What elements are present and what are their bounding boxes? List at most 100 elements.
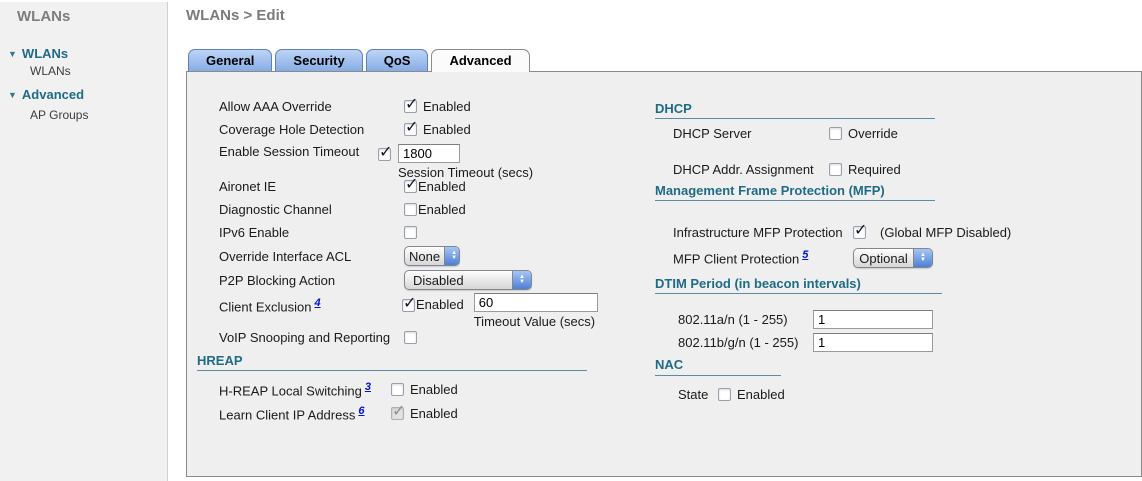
stepper-arrows-icon: ▲ ▼: [444, 247, 459, 265]
checkbox-label: Enabled: [418, 202, 466, 217]
tab-security[interactable]: Security: [275, 49, 363, 71]
infrastructure-mfp-checkbox[interactable]: [853, 220, 867, 240]
row-mfp-client-protection: MFP Client Protection 5 Optional ▲ ▼: [673, 248, 933, 268]
row-dhcp-server: DHCP Server Override: [673, 126, 898, 141]
checkbox-label: Enabled: [410, 382, 458, 398]
checkbox-label: Override: [848, 126, 898, 141]
client-exclusion-checkbox[interactable]: [402, 293, 416, 313]
stepper-arrows-icon: ▲ ▼: [512, 271, 531, 289]
exclusion-timeout-hint: Timeout Value (secs): [473, 314, 596, 329]
tab-general[interactable]: General: [188, 49, 273, 71]
dhcp-addr-required-checkbox[interactable]: [829, 163, 842, 176]
dtim-80211bg-input[interactable]: [813, 333, 933, 352]
advanced-tab-panel: Allow AAA Override Enabled Coverage Hole…: [186, 71, 1142, 477]
row-dtim-80211a: 802.11a/n (1 - 255): [678, 310, 933, 329]
row-ipv6-enable: IPv6 Enable: [219, 225, 417, 240]
voip-snooping-checkbox[interactable]: [404, 331, 417, 344]
row-allow-aaa-override: Allow AAA Override Enabled: [219, 94, 471, 114]
chevron-down-icon: ▼: [8, 48, 17, 59]
field-label: Allow AAA Override: [219, 99, 332, 114]
exclusion-timeout-input[interactable]: [473, 293, 598, 312]
field-label: Override Interface ACL: [219, 248, 352, 264]
row-hreap-local-switching: H-REAP Local Switching 3 Enabled: [219, 381, 458, 398]
section-rule: [655, 200, 935, 201]
hreap-local-switching-checkbox[interactable]: [391, 383, 404, 397]
section-header-mfp: Management Frame Protection (MFP): [655, 183, 885, 198]
sidebar-title: WLANs: [17, 8, 71, 25]
row-coverage-hole: Coverage Hole Detection Enabled: [219, 117, 471, 137]
field-label: Diagnostic Channel: [219, 202, 332, 217]
checkbox-label: Enabled: [737, 387, 785, 402]
global-mfp-note: (Global MFP Disabled): [880, 225, 1012, 240]
field-label: VoIP Snooping and Reporting: [219, 330, 391, 345]
p2p-blocking-select[interactable]: Disabled ▲ ▼: [404, 270, 532, 290]
field-label: DHCP Server: [673, 126, 752, 141]
field-label: Coverage Hole Detection: [219, 122, 365, 137]
dtim-80211a-input[interactable]: [813, 310, 933, 329]
section-header-nac: NAC: [655, 357, 684, 372]
row-infrastructure-mfp: Infrastructure MFP Protection (Global MF…: [673, 220, 1012, 240]
field-label: Client Exclusion 4: [219, 297, 321, 315]
mfp-client-protection-select[interactable]: Optional ▲ ▼: [853, 248, 933, 268]
diagnostic-channel-checkbox[interactable]: [404, 203, 417, 216]
field-label: Aironet IE: [219, 179, 277, 194]
sidebar-item-ap-groups[interactable]: AP Groups: [30, 108, 89, 122]
stepper-arrows-icon: ▲ ▼: [913, 249, 932, 267]
learn-client-ip-footnote-link[interactable]: 6: [358, 405, 365, 417]
page-title: WLANs > Edit: [186, 7, 285, 24]
allow-aaa-override-checkbox[interactable]: [404, 94, 418, 114]
tab-advanced[interactable]: Advanced: [431, 49, 530, 72]
section-rule: [655, 375, 781, 376]
section-rule: [655, 118, 935, 119]
field-label: H-REAP Local Switching 3: [219, 381, 371, 399]
tab-qos[interactable]: QoS: [365, 49, 429, 71]
ipv6-enable-checkbox[interactable]: [404, 226, 417, 239]
session-timeout-checkbox[interactable]: [378, 142, 392, 162]
row-dtim-80211bg: 802.11b/g/n (1 - 255): [678, 333, 933, 352]
learn-client-ip-checkbox: [391, 401, 405, 421]
row-nac-state: State Enabled: [678, 387, 785, 402]
nac-state-checkbox[interactable]: [718, 388, 731, 401]
field-label: 802.11b/g/n (1 - 255): [678, 335, 799, 350]
session-timeout-hint: Session Timeout (secs): [398, 165, 534, 180]
sidebar-item-advanced[interactable]: ▼ Advanced: [8, 87, 84, 102]
checkbox-label: Enabled: [423, 99, 471, 114]
session-timeout-input[interactable]: [398, 144, 460, 163]
row-session-timeout: Enable Session Timeout Session Timeout (…: [219, 142, 534, 180]
checkbox-label: Enabled: [418, 179, 466, 194]
field-label: IPv6 Enable: [219, 225, 290, 240]
coverage-hole-checkbox[interactable]: [404, 117, 418, 137]
row-aironet-ie: Aironet IE Enabled: [219, 174, 466, 194]
sidebar-item-wlans-child[interactable]: WLANs: [30, 64, 71, 78]
checkbox-label: Required: [848, 162, 901, 177]
section-rule: [655, 293, 942, 294]
checkbox-label: Enabled: [410, 406, 458, 422]
field-label: State: [678, 387, 709, 402]
checkbox-label: Enabled: [423, 122, 471, 137]
field-label: Learn Client IP Address 6: [219, 405, 365, 423]
row-dhcp-addr-assignment: DHCP Addr. Assignment Required: [673, 162, 901, 177]
field-label: Enable Session Timeout: [219, 144, 360, 159]
sidebar-item-wlans[interactable]: ▼ WLANs: [8, 46, 68, 61]
field-label: DHCP Addr. Assignment: [673, 162, 814, 177]
sidebar: WLANs ▼ WLANs WLANs ▼ Advanced AP Groups: [0, 2, 168, 481]
row-voip-snooping: VoIP Snooping and Reporting: [219, 330, 417, 345]
row-p2p-blocking: P2P Blocking Action Disabled ▲ ▼: [219, 270, 532, 290]
override-acl-select[interactable]: None ▲ ▼: [404, 246, 460, 266]
field-label: Infrastructure MFP Protection: [673, 225, 843, 240]
field-label: P2P Blocking Action: [219, 272, 336, 288]
row-diagnostic-channel: Diagnostic Channel Enabled: [219, 202, 466, 217]
section-header-dhcp: DHCP: [655, 101, 692, 116]
client-exclusion-footnote-link[interactable]: 4: [314, 297, 321, 309]
sidebar-item-label: WLANs: [21, 46, 69, 61]
tab-bar: General Security QoS Advanced: [188, 49, 533, 72]
hreap-footnote-link[interactable]: 3: [364, 381, 371, 393]
mfp-client-footnote-link[interactable]: 5: [802, 249, 809, 262]
dhcp-server-override-checkbox[interactable]: [829, 127, 842, 140]
chevron-down-icon: ▼: [8, 89, 17, 100]
aironet-ie-checkbox[interactable]: [404, 174, 418, 194]
checkbox-label: Enabled: [416, 297, 464, 312]
